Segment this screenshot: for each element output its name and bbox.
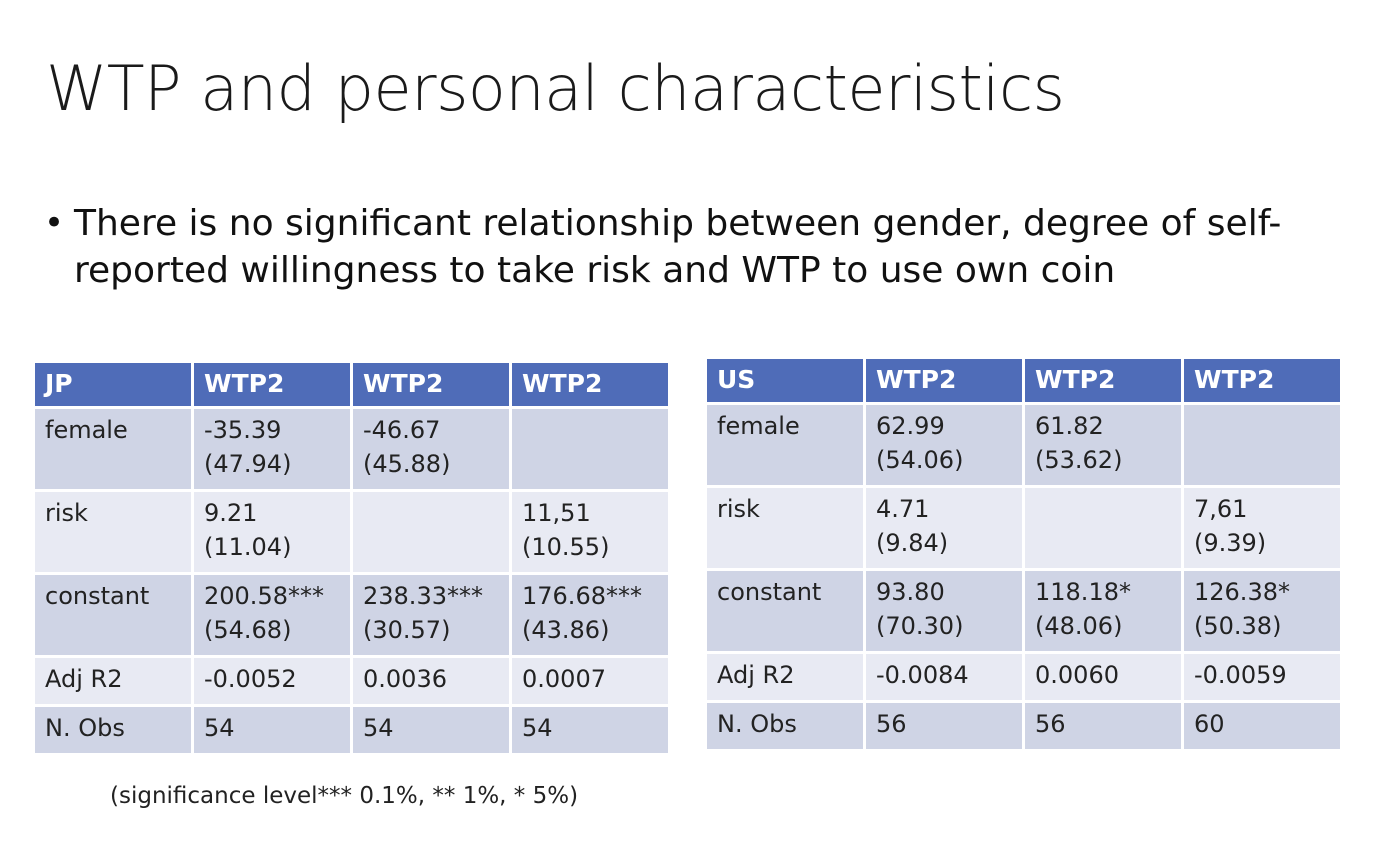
row-label: risk (707, 488, 863, 568)
table-row-female: female 62.99 (54.06) 61.82 (53.62) (707, 405, 1340, 485)
table-cell: 11,51 (10.55) (512, 492, 668, 572)
table-cell (353, 492, 509, 572)
table-header-model: WTP2 (1184, 359, 1340, 402)
std-error: (43.86) (522, 616, 610, 644)
std-error: (50.38) (1194, 612, 1282, 640)
table-cell: 9.21 (11.04) (194, 492, 350, 572)
coefficient: 11,51 (522, 499, 591, 527)
table-cell: 93.80 (70.30) (866, 571, 1022, 651)
bullet-text: There is no significant relationship bet… (74, 203, 1282, 291)
table-cell: -35.39 (47.94) (194, 409, 350, 489)
row-label: constant (707, 571, 863, 651)
table-cell: 56 (866, 703, 1022, 749)
table-row-n-obs: N. Obs 56 56 60 (707, 703, 1340, 749)
table-header-model: WTP2 (512, 363, 668, 406)
table-cell: 56 (1025, 703, 1181, 749)
table-row-risk: risk 9.21 (11.04) 11,51 (10.55) (35, 492, 668, 572)
std-error: (54.06) (876, 446, 964, 474)
table-row-adj-r2: Adj R2 -0.0084 0.0060 -0.0059 (707, 654, 1340, 700)
coefficient: 9.21 (204, 499, 258, 527)
table-cell: 54 (353, 707, 509, 753)
row-label: Adj R2 (707, 654, 863, 700)
std-error: (53.62) (1035, 446, 1123, 474)
coefficient: 176.68*** (522, 582, 642, 610)
table-cell: -0.0084 (866, 654, 1022, 700)
table-cell: 4.71 (9.84) (866, 488, 1022, 568)
coefficient: 200.58*** (204, 582, 324, 610)
std-error: (54.68) (204, 616, 292, 644)
table-header-country: JP (35, 363, 191, 406)
table-header-model: WTP2 (866, 359, 1022, 402)
row-label: constant (35, 575, 191, 655)
std-error: (10.55) (522, 533, 610, 561)
coefficient: -46.67 (363, 416, 441, 444)
regression-table-jp: JP WTP2 WTP2 WTP2 female -35.39 (47.94) -… (32, 360, 671, 756)
coefficient: 238.33*** (363, 582, 483, 610)
bullet-point: • There is no significant relationship b… (40, 200, 1330, 294)
table-cell: 0.0036 (353, 658, 509, 704)
row-label: female (35, 409, 191, 489)
table-header-row: JP WTP2 WTP2 WTP2 (35, 363, 668, 406)
table-cell: -46.67 (45.88) (353, 409, 509, 489)
row-label: female (707, 405, 863, 485)
significance-note: (significance level*** 0.1%, ** 1%, * 5%… (110, 783, 579, 809)
row-label: N. Obs (35, 707, 191, 753)
row-label: risk (35, 492, 191, 572)
table-cell: 54 (194, 707, 350, 753)
bullet-dot-icon: • (44, 203, 65, 243)
table-cell: 126.38* (50.38) (1184, 571, 1340, 651)
coefficient: 61.82 (1035, 412, 1104, 440)
coefficient: 62.99 (876, 412, 945, 440)
table-cell (1184, 405, 1340, 485)
table-cell (512, 409, 668, 489)
table-cell: 238.33*** (30.57) (353, 575, 509, 655)
table-cell: -0.0052 (194, 658, 350, 704)
table-cell: 176.68*** (43.86) (512, 575, 668, 655)
table-header-model: WTP2 (1025, 359, 1181, 402)
coefficient: 118.18* (1035, 578, 1131, 606)
std-error: (47.94) (204, 450, 292, 478)
table-cell: 118.18* (48.06) (1025, 571, 1181, 651)
std-error: (70.30) (876, 612, 964, 640)
coefficient: 4.71 (876, 495, 930, 523)
table-cell: 7,61 (9.39) (1184, 488, 1340, 568)
coefficient: 126.38* (1194, 578, 1290, 606)
table-cell: 0.0060 (1025, 654, 1181, 700)
std-error: (30.57) (363, 616, 451, 644)
table-cell: 60 (1184, 703, 1340, 749)
table-cell: 54 (512, 707, 668, 753)
table-row-female: female -35.39 (47.94) -46.67 (45.88) (35, 409, 668, 489)
std-error: (9.39) (1194, 529, 1267, 557)
table-row-constant: constant 93.80 (70.30) 118.18* (48.06) 126… (707, 571, 1340, 651)
std-error: (9.84) (876, 529, 949, 557)
table-cell: 0.0007 (512, 658, 668, 704)
table-row-risk: risk 4.71 (9.84) 7,61 (9.39) (707, 488, 1340, 568)
table-header-country: US (707, 359, 863, 402)
std-error: (45.88) (363, 450, 451, 478)
table-cell: 200.58*** (54.68) (194, 575, 350, 655)
std-error: (11.04) (204, 533, 292, 561)
table-cell: 61.82 (53.62) (1025, 405, 1181, 485)
table-row-constant: constant 200.58*** (54.68) 238.33*** (30.5… (35, 575, 668, 655)
table-row-adj-r2: Adj R2 -0.0052 0.0036 0.0007 (35, 658, 668, 704)
std-error: (48.06) (1035, 612, 1123, 640)
row-label: Adj R2 (35, 658, 191, 704)
table-cell (1025, 488, 1181, 568)
table-header-row: US WTP2 WTP2 WTP2 (707, 359, 1340, 402)
coefficient: 7,61 (1194, 495, 1248, 523)
table-cell: 62.99 (54.06) (866, 405, 1022, 485)
regression-table-us: US WTP2 WTP2 WTP2 female 62.99 (54.06) 61… (704, 356, 1343, 752)
table-header-model: WTP2 (353, 363, 509, 406)
row-label: N. Obs (707, 703, 863, 749)
slide-title: WTP and personal characteristics (46, 52, 1065, 125)
coefficient: 93.80 (876, 578, 945, 606)
table-row-n-obs: N. Obs 54 54 54 (35, 707, 668, 753)
table-header-model: WTP2 (194, 363, 350, 406)
table-cell: -0.0059 (1184, 654, 1340, 700)
coefficient: -35.39 (204, 416, 282, 444)
